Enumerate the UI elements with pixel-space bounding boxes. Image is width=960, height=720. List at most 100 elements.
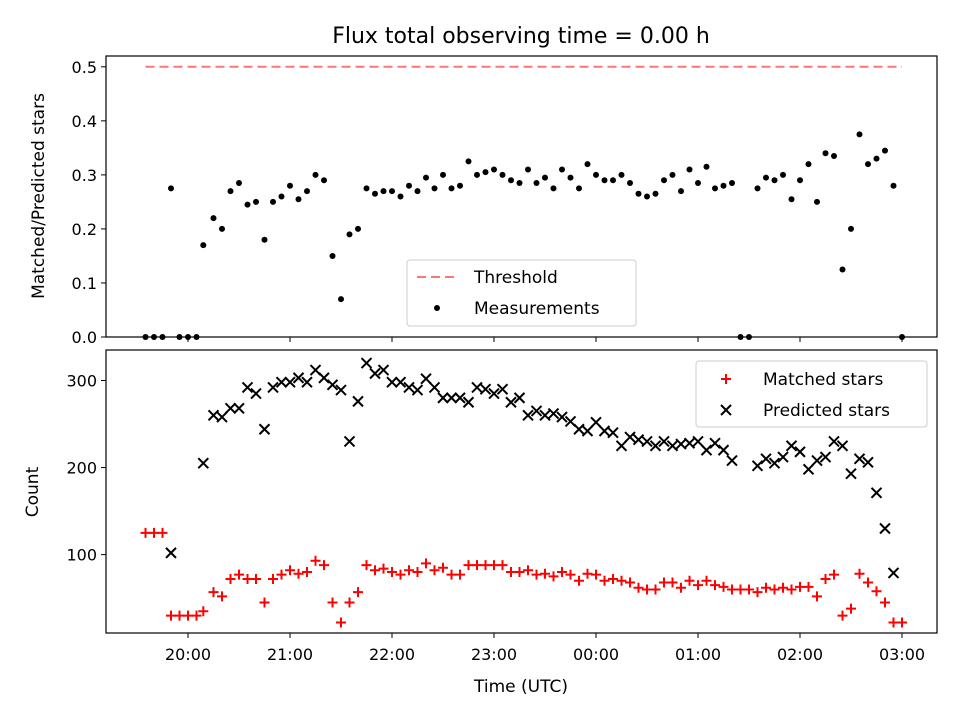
matched-star-point [531, 569, 542, 580]
predicted-star-point [658, 435, 670, 448]
measurement-point [200, 242, 207, 249]
measurement-point [329, 252, 336, 259]
matched-star-point [378, 563, 389, 574]
predicted-star-point [428, 381, 441, 394]
predicted-star-point [649, 440, 662, 452]
measurement-point [831, 152, 837, 159]
measurement-point [499, 171, 506, 178]
measurement-point [312, 171, 319, 178]
legend-frame [695, 360, 928, 428]
legend-matched-swatch [721, 374, 731, 384]
predicted-star-point [318, 372, 330, 384]
predicted-star-point [845, 467, 857, 480]
measurement-point [406, 182, 412, 189]
matched-star-point [259, 597, 270, 608]
measurement-point [346, 231, 353, 238]
matched-star-point [327, 597, 338, 608]
predicted-star-point [420, 373, 432, 385]
measurement-point [737, 334, 744, 340]
matched-star-point [472, 560, 482, 571]
matched-star-point [166, 610, 176, 621]
predicted-star-point [709, 437, 721, 449]
measurement-point [151, 334, 157, 340]
matched-star-point [310, 555, 321, 566]
matched-star-point [242, 574, 253, 585]
matched-star-point [198, 606, 209, 617]
predicted-star-point [360, 357, 373, 369]
measurement-point [397, 193, 404, 200]
measurement-point [678, 188, 684, 195]
predicted-star-point [666, 440, 679, 452]
measurement-point [635, 190, 642, 197]
chart-title: Flux total observing time = 0.00 h [332, 24, 710, 49]
measurement-point [295, 196, 302, 203]
legend-frame [406, 259, 637, 327]
matched-star-point [140, 527, 151, 538]
bottom-y-axis-label: Count [23, 466, 43, 517]
predicted-star-point [598, 425, 611, 437]
predicted-star-point [369, 367, 381, 380]
matched-star-point [897, 617, 907, 628]
measurement-point [168, 185, 174, 192]
matched-star-point [285, 565, 295, 576]
measurement-point [219, 225, 225, 232]
measurement-point [567, 174, 574, 181]
matched-star-point [888, 617, 899, 628]
measurement-point [142, 334, 149, 340]
matched-star-point [421, 558, 431, 569]
matched-star-point [608, 574, 618, 585]
matched-star-point [395, 569, 406, 580]
predicted-star-point [301, 376, 313, 388]
matched-star-point [302, 567, 312, 578]
measurement-point [457, 182, 463, 189]
axes-frame [105, 55, 938, 338]
x-tick-label: 20:00 [165, 645, 211, 664]
measurement-point [508, 177, 514, 184]
predicted-star-point [862, 456, 874, 469]
measurement-point [695, 179, 701, 186]
matched-star-point [497, 560, 508, 571]
x-tick-label: 03:00 [879, 645, 925, 664]
predicted-star-point [624, 431, 636, 443]
predicted-star-point [836, 440, 849, 452]
matched-star-point [234, 569, 244, 580]
bottom-legend: Matched stars Predicted stars [695, 360, 928, 428]
matched-star-point [693, 580, 703, 591]
matched-star-point [854, 568, 865, 579]
measurement-point [703, 163, 710, 170]
matched-star-point [251, 574, 261, 585]
measurement-point [788, 196, 795, 203]
predicted-star-point [717, 444, 730, 456]
predicted-star-point [216, 411, 228, 423]
x-tick-label: 23:00 [471, 645, 517, 664]
matched-star-point [336, 617, 346, 628]
predicted-star-point [573, 423, 585, 435]
matched-star-point [735, 584, 746, 595]
predicted-star-point [853, 453, 866, 465]
matched-star-point [319, 560, 329, 571]
predicted-star-point [284, 376, 296, 388]
measurement-point [754, 185, 761, 192]
matched-star-point [710, 580, 720, 591]
measurement-point [797, 177, 803, 184]
predicted-star-point [692, 435, 704, 448]
predicted-star-point [879, 522, 891, 535]
measurement-point [746, 334, 752, 340]
measurement-point [431, 185, 438, 192]
predicted-star-point [403, 381, 415, 394]
predicted-star-point [641, 435, 653, 448]
predicted-star-point [505, 396, 517, 408]
y-tick-label: 100 [66, 546, 97, 565]
predicted-star-point [471, 381, 483, 394]
y-tick-label: 300 [66, 371, 97, 390]
legend-measurements-label: Measurements [474, 299, 600, 319]
bottom-axes: 100 200 300 20:00 21:00 22:00 23:00 00:00 01:00 0… [66, 349, 938, 664]
measurement-point [780, 171, 786, 178]
measurement-point [261, 236, 268, 243]
matched-star-point [786, 584, 797, 595]
measurement-point [278, 193, 285, 200]
predicted-star-point [581, 425, 594, 437]
legend-threshold-label: Threshold [473, 268, 558, 288]
x-tick-label: 22:00 [369, 645, 415, 664]
